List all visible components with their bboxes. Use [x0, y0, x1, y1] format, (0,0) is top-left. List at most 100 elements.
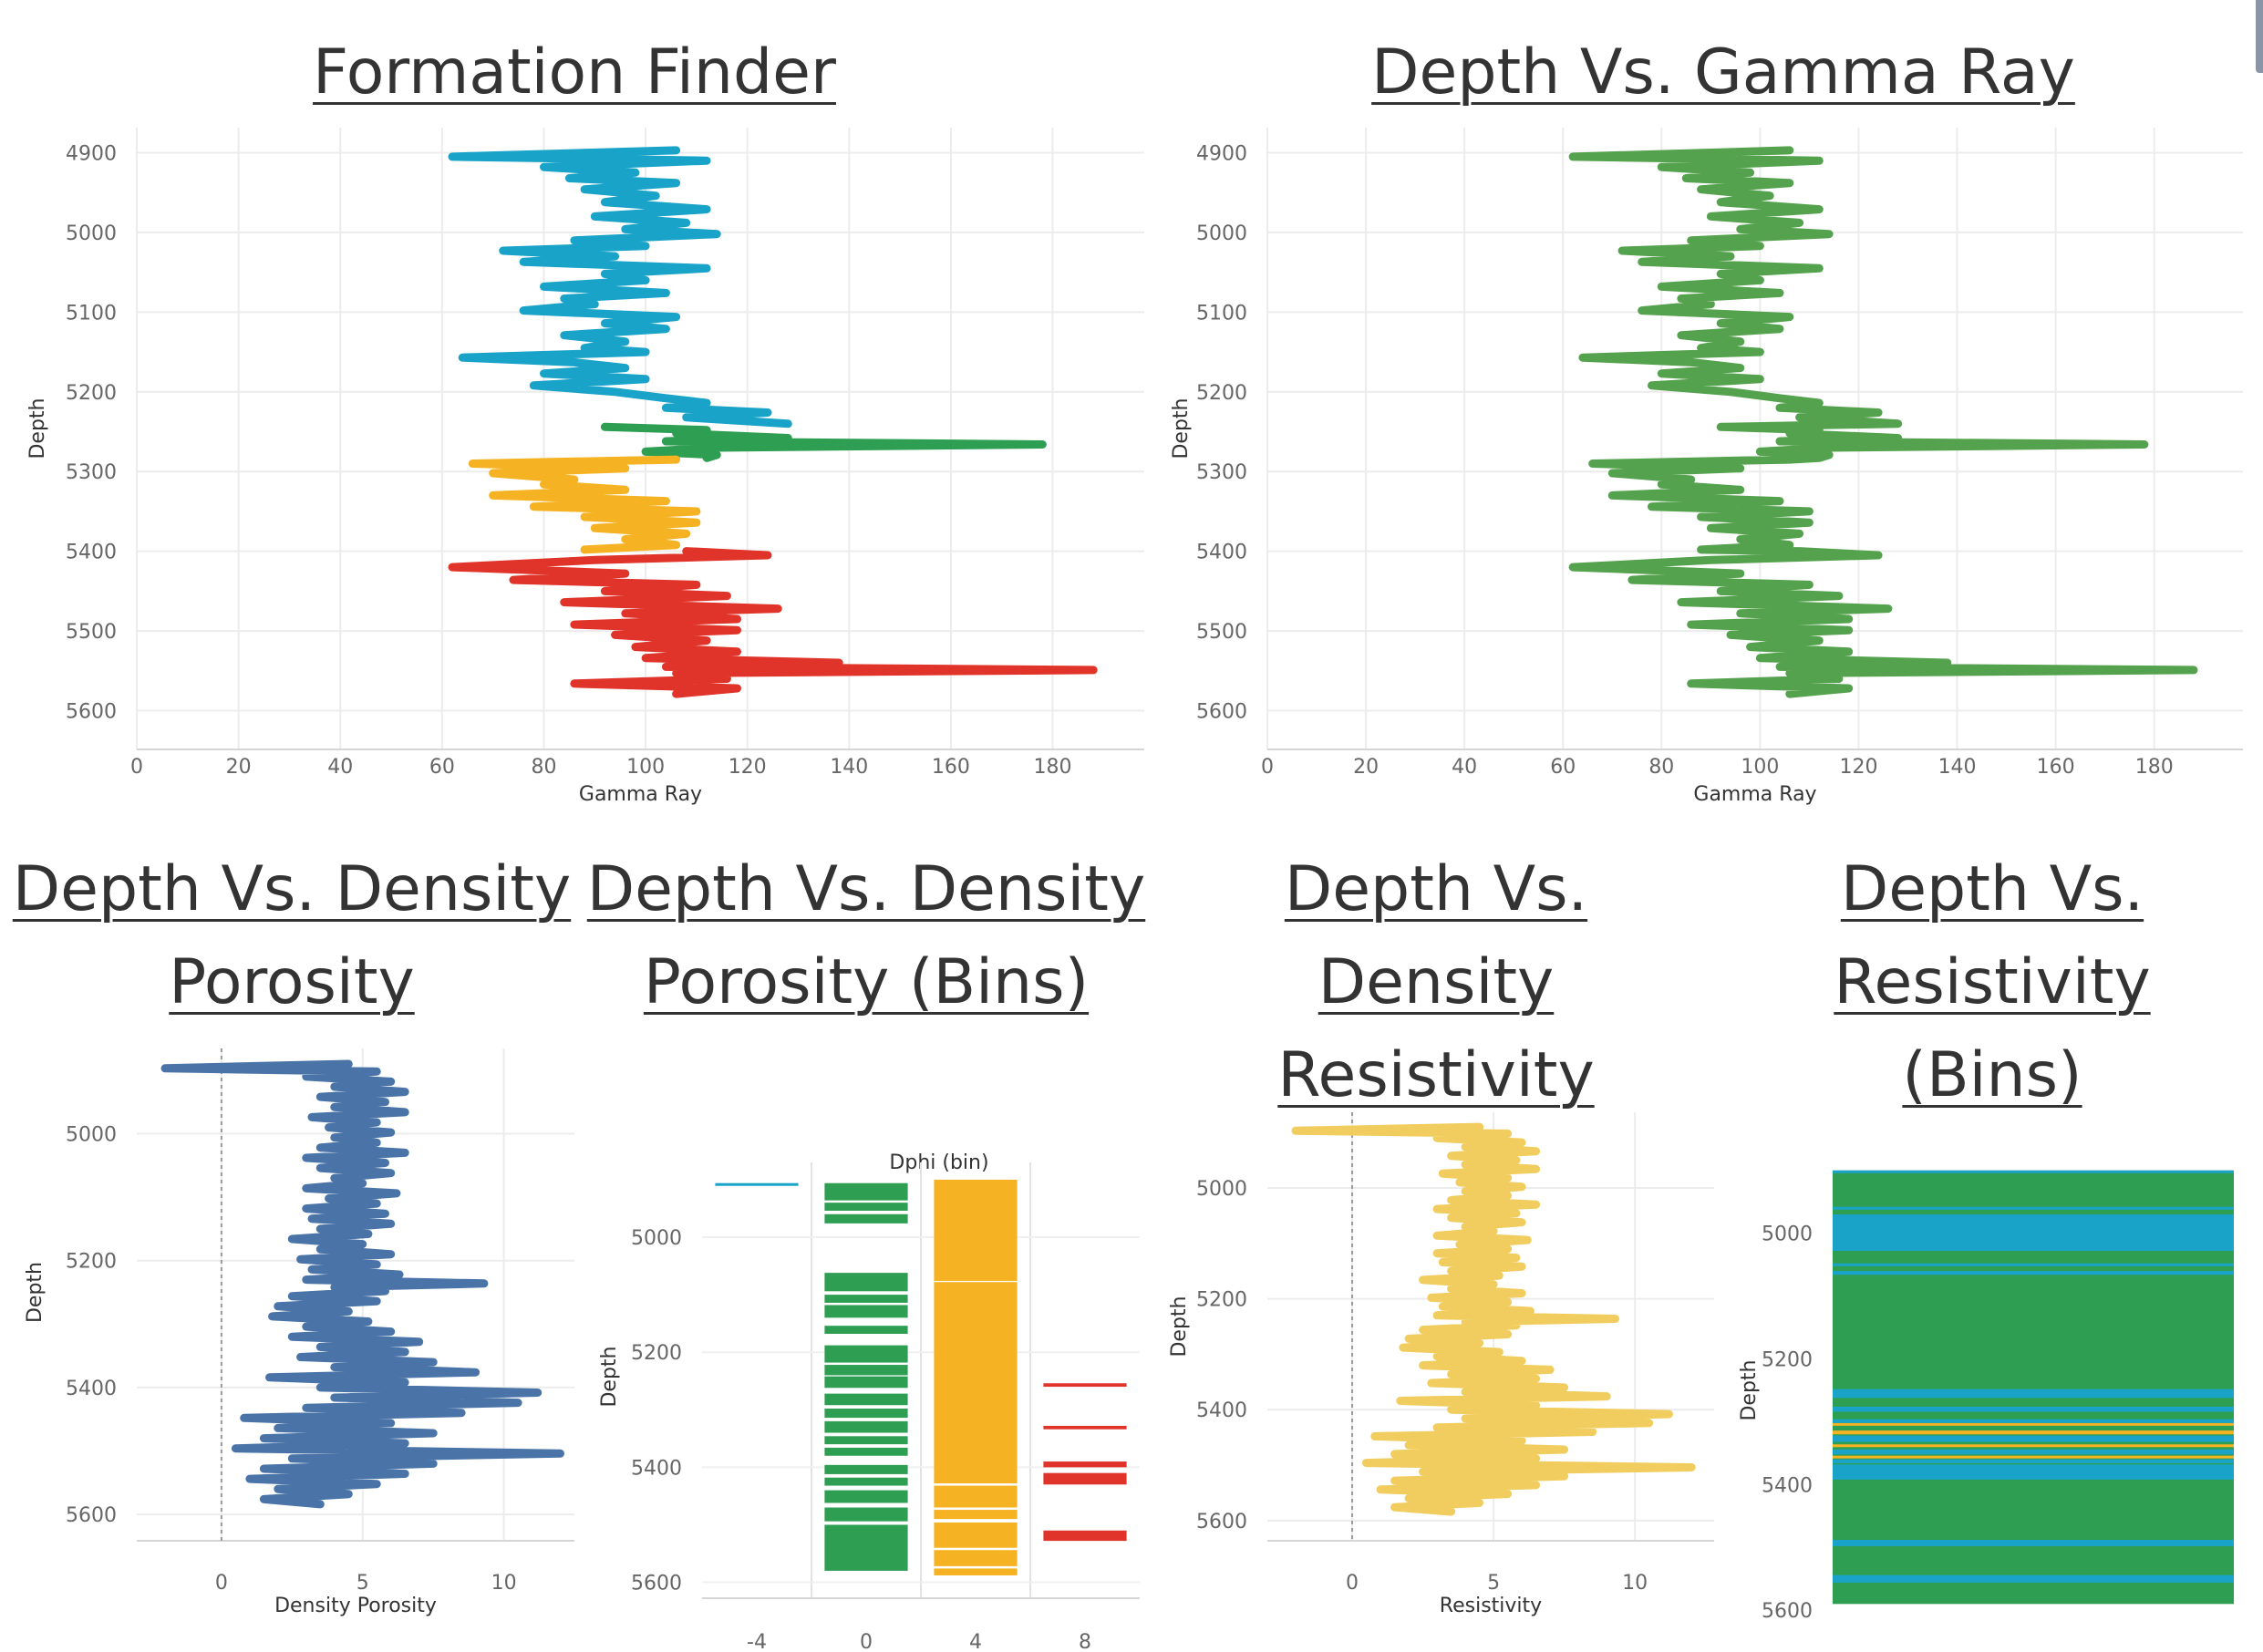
- bin-bar: [824, 1409, 908, 1419]
- y-tick-label: 5200: [631, 1342, 682, 1365]
- bin-bar: [1043, 1461, 1127, 1468]
- series-line: [1291, 1122, 1696, 1516]
- heatmap-band: [1833, 1449, 2234, 1455]
- y-tick-label: 5100: [1196, 302, 1247, 325]
- bin-bar: [934, 1282, 1018, 1484]
- y-tick-label: 5400: [66, 542, 117, 564]
- heatmap-band: [1833, 1170, 2234, 1173]
- chart-plot: Dphi (bin) -4 0 4 8 5000 5200 5400 5600 Depth: [598, 1151, 1140, 1652]
- chart-plot: 5000 5200 5400 5600 Depth: [1738, 1170, 2234, 1623]
- chart-plot: 0 5 10 Density Porosity 5000 5200 5400 5600 Dept…: [24, 1048, 574, 1617]
- chart-title: Depth Vs. Gamma Ray: [1371, 36, 2075, 108]
- x-axis-title: Density Porosity: [274, 1595, 437, 1617]
- x-tick-label: 20: [1353, 756, 1379, 779]
- heatmap-band: [1833, 1540, 2234, 1546]
- x-tick-label: 0: [215, 1572, 228, 1595]
- y-tick-label: 5600: [631, 1573, 682, 1595]
- heatmap-band: [1833, 1444, 2234, 1448]
- heatmap-band: [1833, 1455, 2234, 1459]
- heatmap-band: [1833, 1263, 2234, 1266]
- heatmap-band: [1833, 1214, 2234, 1251]
- series-line: [448, 547, 1098, 698]
- chart-title: Depth Vs. Density Resistivity: [1277, 853, 1595, 1111]
- y-tick-label: 5400: [1762, 1474, 1813, 1497]
- y-tick-label: 5600: [66, 701, 117, 724]
- x-axis-title: Gamma Ray: [1693, 783, 1816, 806]
- x-tick-label: 140: [830, 756, 868, 779]
- y-tick-label: 5000: [1196, 1178, 1247, 1201]
- y-tick-label: 4900: [66, 142, 117, 165]
- series-line: [160, 1059, 564, 1509]
- heatmap-band: [1833, 1575, 2234, 1583]
- y-tick-label: 5400: [1196, 542, 1247, 564]
- scrollbar[interactable]: [2256, 0, 2263, 73]
- bin-bar: [824, 1365, 908, 1376]
- chart-plot: 0 5 10 Resistivity 5000 5200 5400 5600 Depth: [1168, 1112, 1714, 1617]
- x-tick-label: 0: [1346, 1572, 1359, 1595]
- bin-bar: [934, 1522, 1018, 1548]
- y-tick-label: 5200: [1762, 1349, 1813, 1372]
- bin-bar: [824, 1345, 908, 1363]
- bin-bar: [824, 1436, 908, 1445]
- bin-bar: [824, 1376, 908, 1389]
- bin-bar: [824, 1447, 908, 1456]
- y-axis-title: Depth: [24, 1262, 46, 1323]
- x-tick-label: 8: [1079, 1631, 1091, 1652]
- y-tick-label: 5000: [1196, 222, 1247, 245]
- chart-depth-vs-density-porosity-bins: Depth Vs. Density Porosity (Bins) Dphi (…: [584, 843, 1149, 1652]
- x-tick-label: 10: [1622, 1572, 1648, 1595]
- x-tick-label: 120: [1839, 756, 1877, 779]
- y-tick-label: 5000: [1762, 1224, 1813, 1246]
- bin-bar: [934, 1568, 1018, 1575]
- x-tick-label: 180: [2135, 756, 2174, 779]
- heatmap-band: [1833, 1430, 2234, 1435]
- x-tick-label: 0: [860, 1631, 873, 1652]
- y-tick-label: 5100: [66, 302, 117, 325]
- chart-title: Depth Vs. Resistivity (Bins): [1834, 853, 2151, 1111]
- x-tick-label: -4: [747, 1631, 767, 1652]
- x-tick-label: 5: [1487, 1572, 1500, 1595]
- x-tick-label: 140: [1938, 756, 1977, 779]
- bin-bar: [824, 1326, 908, 1334]
- x-tick-label: 20: [226, 756, 252, 779]
- chart-formation-finder: Formation Finder 0 20 40 60 80 100 120 140 160 18…: [0, 27, 1149, 821]
- x-axis-title: Resistivity: [1440, 1595, 1542, 1617]
- x-axis-title: Gamma Ray: [579, 783, 702, 806]
- chart-title: Formation Finder: [313, 36, 836, 108]
- y-tick-label: 5600: [1196, 1511, 1247, 1533]
- bin-bar: [824, 1393, 908, 1406]
- bin-bar: [1043, 1383, 1127, 1388]
- heatmap-band: [1833, 1459, 2234, 1463]
- x-tick-label: 160: [932, 756, 970, 779]
- series-line: [600, 422, 1047, 462]
- bin-bar: [934, 1550, 1018, 1566]
- heatmap-band: [1833, 1435, 2234, 1442]
- bin-bar: [824, 1420, 908, 1433]
- bin-bar: [715, 1182, 799, 1186]
- x-tick-label: 0: [1261, 756, 1274, 779]
- y-tick-label: 5200: [66, 382, 117, 405]
- heatmap-band: [1833, 1422, 2234, 1426]
- chart-plot: 0 20 40 60 80 100 120 140 160 180 Gamma Ray 4900 500…: [26, 128, 1144, 806]
- column-header: Dphi (bin): [889, 1151, 988, 1174]
- x-tick-label: 10: [491, 1572, 517, 1595]
- y-tick-label: 5000: [631, 1227, 682, 1250]
- chart-depth-vs-density-resistivity: Depth Vs. Density Resistivity 0 5 10 Resist…: [1149, 843, 1723, 1646]
- x-tick-label: 40: [1452, 756, 1477, 779]
- x-tick-label: 120: [728, 756, 767, 779]
- series-line: [468, 455, 701, 554]
- y-tick-label: 5600: [1196, 701, 1247, 724]
- x-tick-label: 80: [1648, 756, 1674, 779]
- y-tick-label: 4900: [1196, 142, 1247, 165]
- x-tick-label: 5: [356, 1572, 369, 1595]
- chart-depth-vs-resistivity-bins: Depth Vs. Resistivity (Bins) 5000 5200 540…: [1723, 843, 2261, 1646]
- y-tick-label: 5400: [1196, 1399, 1247, 1422]
- y-axis-title: Depth: [26, 398, 49, 459]
- bin-bar: [934, 1510, 1018, 1520]
- heatmap-band: [1833, 1271, 2234, 1275]
- bin-bar: [1043, 1472, 1127, 1485]
- series-line: [448, 146, 792, 428]
- heatmap-band: [1833, 1389, 2234, 1399]
- chart-depth-vs-density-porosity: Depth Vs. Density Porosity 0 5 10 Density P…: [0, 843, 584, 1646]
- y-tick-label: 5600: [1762, 1600, 1813, 1623]
